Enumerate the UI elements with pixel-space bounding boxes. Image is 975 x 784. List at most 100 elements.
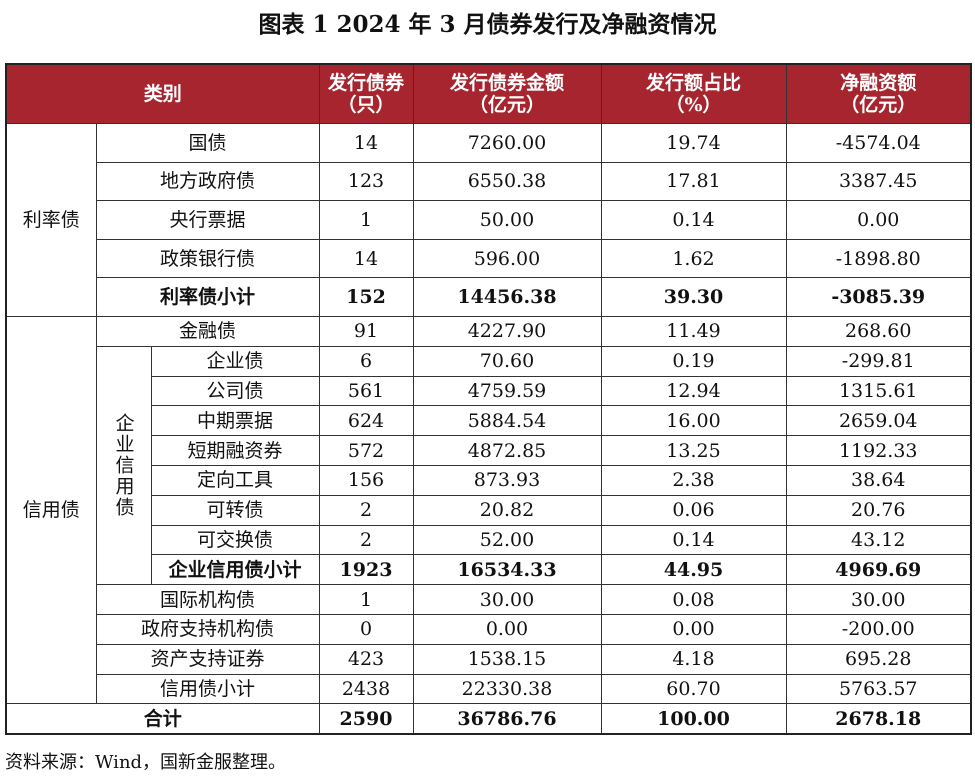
table-cell: 14	[318, 238, 414, 279]
table-cell: 企业信用债	[95, 345, 152, 586]
table-cell: 14456.38	[412, 277, 602, 317]
table-cell: 4227.90	[412, 315, 602, 347]
table-row: 企业信用债 企业债 6 70.60 0.19 -299.81	[6, 345, 972, 586]
header-line: （亿元）	[468, 94, 545, 116]
table-cell: 4759.59	[412, 375, 602, 407]
table-cell: 22330.38	[412, 673, 602, 705]
table-cell: 2	[318, 494, 414, 526]
header-row: 类别 发行债券 （只） 发行债券金额 （亿元） 发行额占比 （%） 净融资额 （亿元）	[5, 63, 972, 124]
table-cell: -1898.80	[785, 238, 972, 279]
table-cell: 30.00	[785, 584, 972, 615]
table-cell: 0	[318, 613, 414, 645]
table-cell: 12.94	[600, 375, 787, 407]
table-cell: 短期融资券	[150, 435, 320, 466]
table-cell: 1	[318, 584, 414, 615]
table-cell: 政策银行债	[95, 238, 320, 279]
table-cell: 国际机构债	[95, 584, 320, 615]
table-cell: 123	[318, 161, 414, 202]
table-cell: 可转债	[150, 494, 320, 526]
table-cell: 定向工具	[150, 464, 320, 496]
table-cell: 可交换债	[150, 524, 320, 556]
table-cell: 3387.45	[785, 161, 972, 202]
table-row: 政府支持机构债 0 0.00 0.00 -200.00	[6, 613, 972, 645]
table-cell: 70.60	[412, 345, 602, 377]
table-cell: 100.00	[600, 703, 787, 735]
table-row: 信用债 金融债 91 4227.90 11.49 268.60	[5, 315, 972, 705]
table-cell: 14	[318, 123, 414, 163]
table-cell: 0.00	[785, 200, 972, 240]
table-cell: 合计	[5, 703, 320, 735]
table-cell: 2678.18	[785, 703, 972, 735]
table-row: 资产支持证券 423 1538.15 4.18 695.28	[6, 643, 972, 675]
bond-table: 类别 发行债券 （只） 发行债券金额 （亿元） 发行额占比 （%） 净融资额 （亿元） …	[5, 63, 972, 735]
table-cell: 17.81	[600, 161, 787, 202]
header-line: 发行债券	[327, 72, 404, 94]
table-cell: 5763.57	[785, 673, 972, 705]
table-cell: 0.06	[600, 494, 787, 526]
table-cell: 13.25	[600, 435, 787, 466]
table-cell: -4574.04	[785, 123, 972, 163]
table-cell: 624	[318, 405, 414, 437]
table-row: 利率债小计 152 14456.38 39.30 -3085.39	[6, 277, 972, 317]
table-cell: 2590	[318, 703, 414, 735]
table-cell: 0.14	[600, 524, 787, 556]
table-cell: 信用债	[5, 315, 97, 705]
table-cell: 36786.76	[412, 703, 602, 735]
table-cell: -200.00	[785, 613, 972, 645]
header-line: 发行额占比	[645, 72, 741, 94]
table-cell: 695.28	[785, 643, 972, 675]
table-cell: -3085.39	[785, 277, 972, 317]
table-cell: 91	[318, 315, 414, 347]
table-cell: 利率债小计	[95, 277, 320, 317]
table-cell: 873.93	[412, 464, 602, 496]
table-cell: 6	[318, 345, 414, 377]
table-cell: 19.74	[600, 123, 787, 163]
table-cell: 5884.54	[412, 405, 602, 437]
title: 图表 1 2024 年 3 月债券发行及净融资情况	[258, 11, 717, 38]
table-cell: 572	[318, 435, 414, 466]
table-cell: 20.76	[785, 494, 972, 526]
table-cell: 2	[318, 524, 414, 556]
table-row: 利率债 国债 14 7260.00 19.74 -4574.04	[5, 123, 972, 317]
table-cell: 50.00	[412, 200, 602, 240]
table-cell: 0.08	[600, 584, 787, 615]
table-cell: 金融债	[95, 315, 320, 347]
table-row: 国际机构债 1 30.00 0.08 30.00	[6, 584, 972, 615]
table-cell: 1315.61	[785, 375, 972, 407]
table-cell: 地方政府债	[95, 161, 320, 202]
table-cell: 268.60	[785, 315, 972, 347]
table-row: 政策银行债 14 596.00 1.62 -1898.80	[6, 238, 972, 279]
table-cell: 16.00	[600, 405, 787, 437]
source-note: 资料来源：Wind，国新金服整理。	[5, 752, 287, 773]
table-cell: 1538.15	[412, 643, 602, 675]
table-row: 企业信用债小计 1923 16534.33 44.95 4969.69	[6, 554, 972, 586]
table-cell: 公司债	[150, 375, 320, 407]
table-row: 定向工具 156 873.93 2.38 38.64	[6, 464, 972, 496]
table-cell: 利率债	[5, 123, 97, 317]
header-line: 净融资额	[840, 72, 917, 94]
table-cell: 企业债	[150, 345, 320, 377]
table-cell: 596.00	[412, 238, 602, 279]
table-cell: 资产支持证券	[95, 643, 320, 675]
table-cell: 44.95	[600, 554, 787, 586]
table-cell: 60.70	[600, 673, 787, 705]
table-cell: 政府支持机构债	[95, 613, 320, 645]
header-cell: 发行债券金额 （亿元）	[412, 63, 602, 124]
table-cell: 152	[318, 277, 414, 317]
table-cell: 2.38	[600, 464, 787, 496]
table-row: 可交换债 2 52.00 0.14 43.12	[6, 524, 972, 556]
table-row: 公司债 561 4759.59 12.94 1315.61	[6, 375, 972, 407]
table-cell: 0.00	[600, 613, 787, 645]
table-cell: 0.14	[600, 200, 787, 240]
table-cell: 中期票据	[150, 405, 320, 437]
table-cell: -299.81	[785, 345, 972, 377]
table-cell: 2659.04	[785, 405, 972, 437]
table-cell: 423	[318, 643, 414, 675]
header-cell: 净融资额 （亿元）	[785, 63, 972, 124]
table-cell: 20.82	[412, 494, 602, 526]
table-cell: 6550.38	[412, 161, 602, 202]
table-cell: 156	[318, 464, 414, 496]
table-cell: 43.12	[785, 524, 972, 556]
table-cell: 4872.85	[412, 435, 602, 466]
